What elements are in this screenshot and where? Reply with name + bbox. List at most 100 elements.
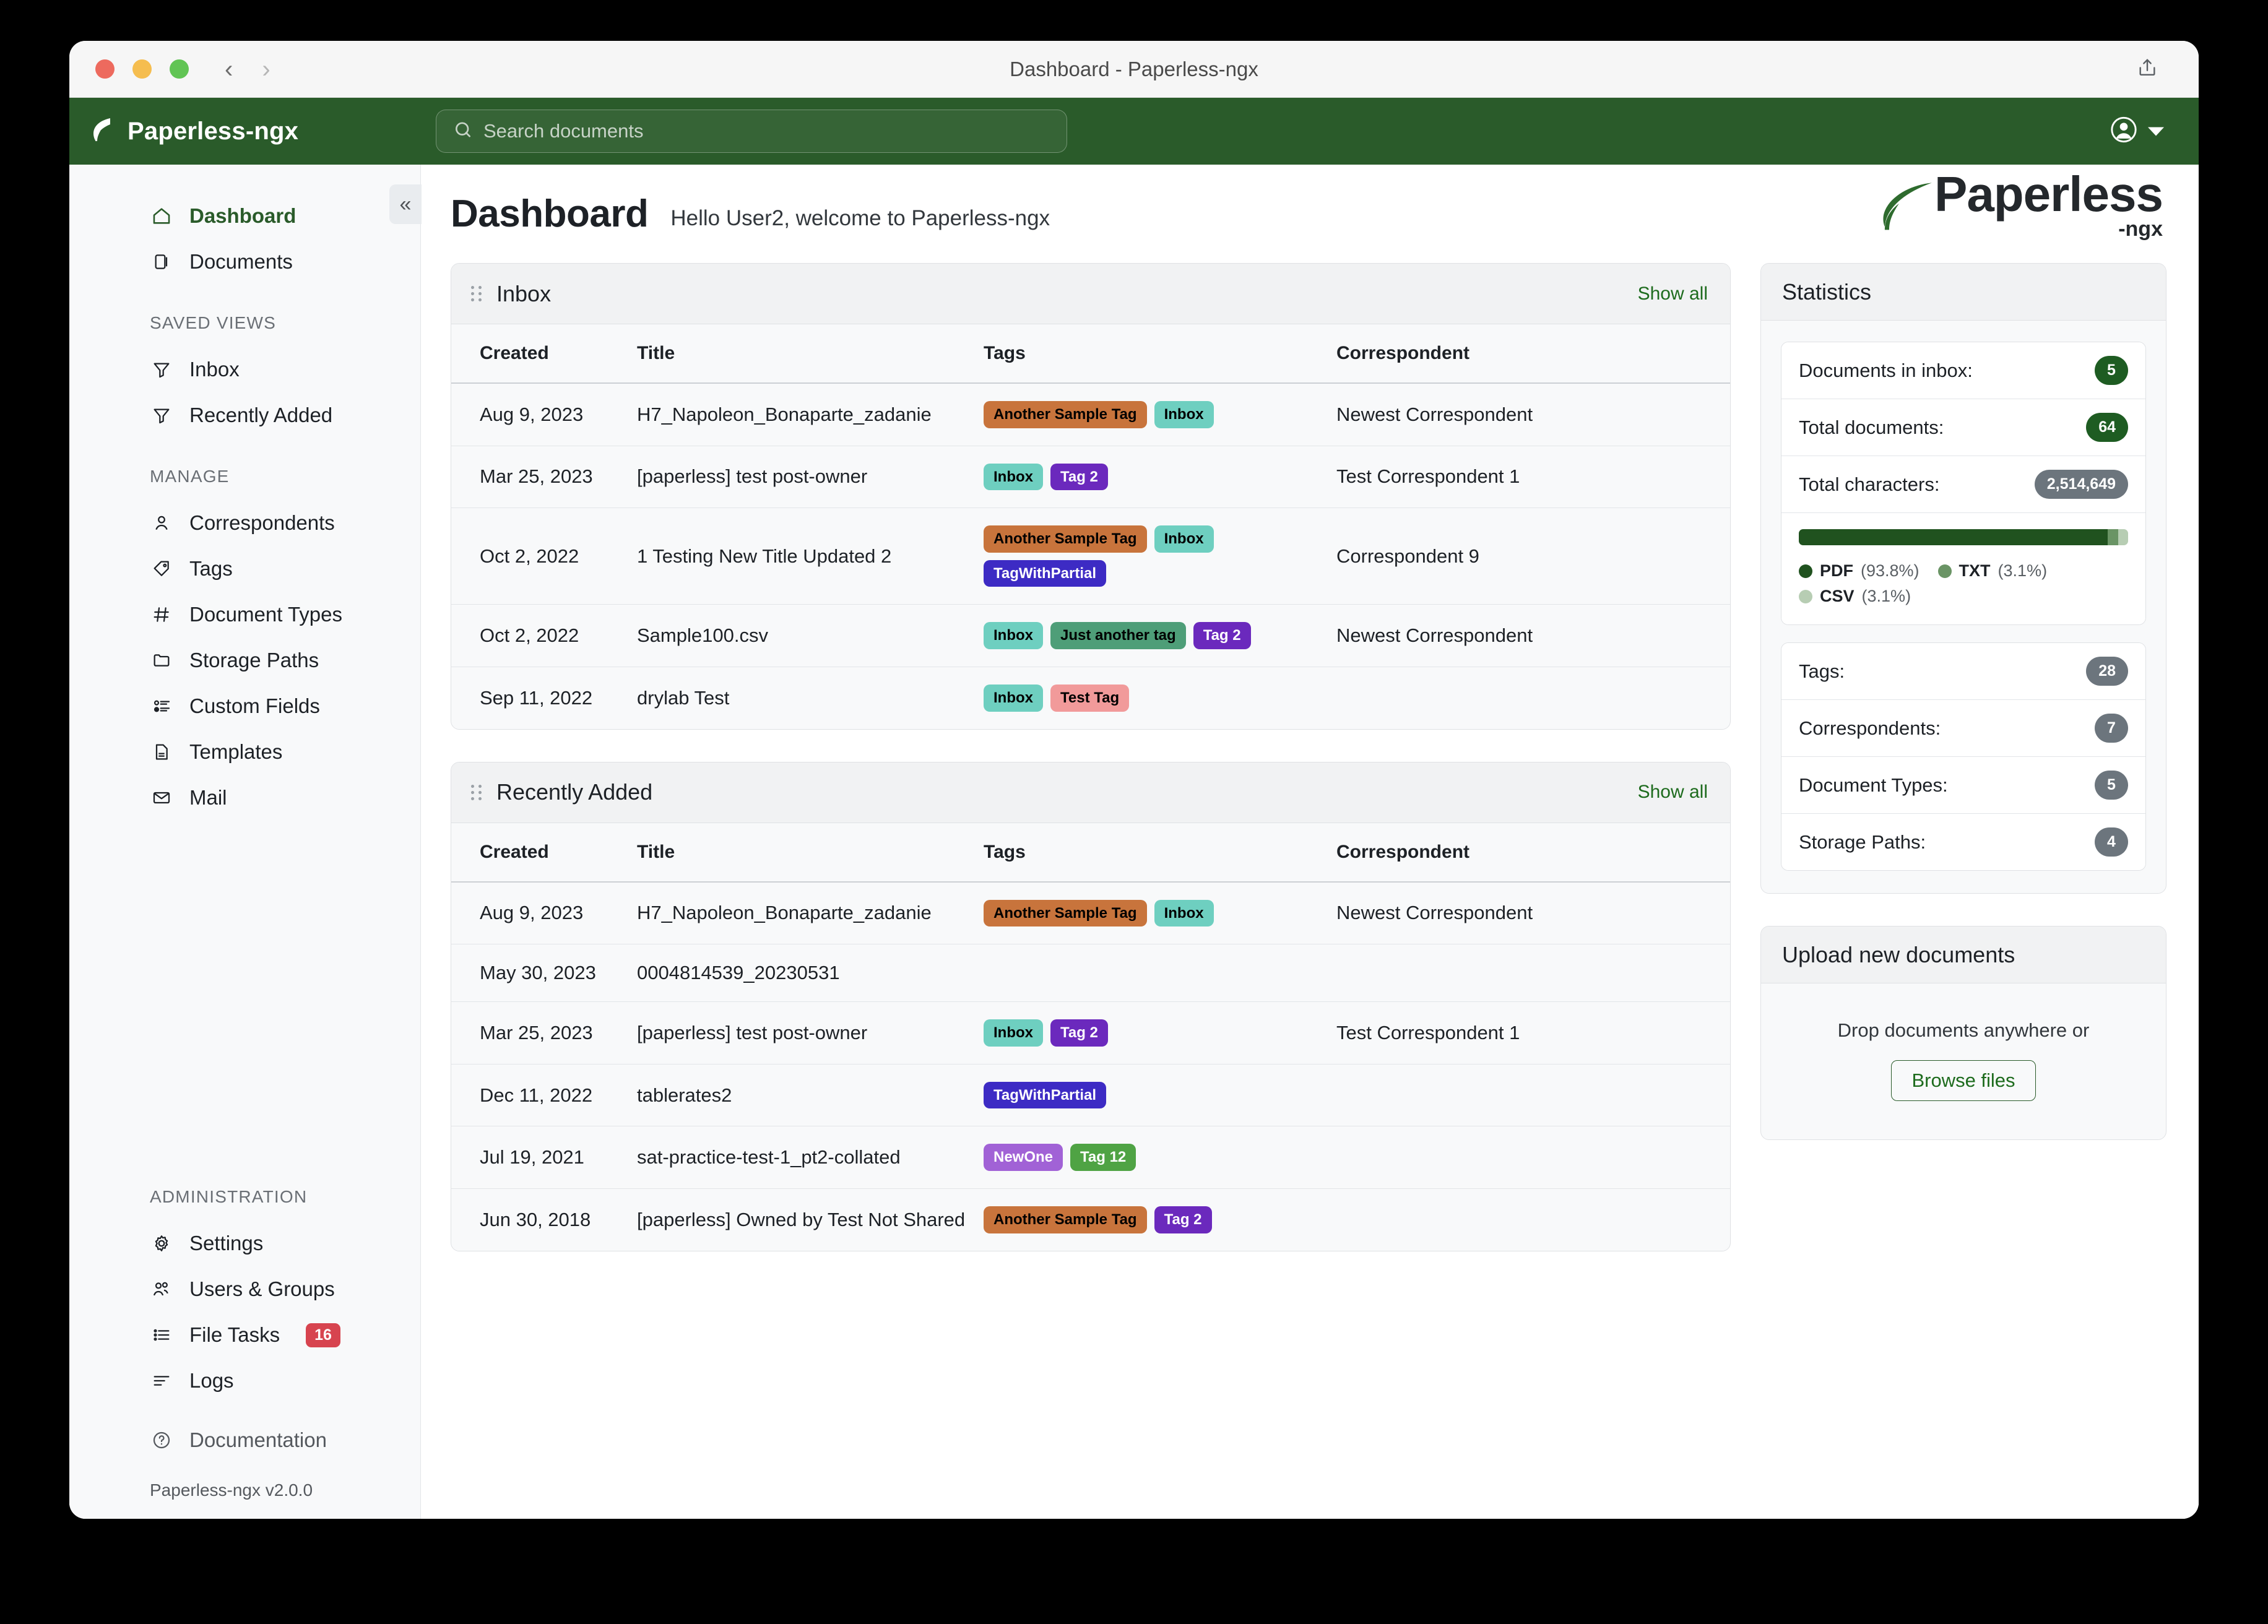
table-row[interactable]: Sep 11, 2022 drylab Test Inbox Test Tag xyxy=(451,667,1730,728)
sliders-icon xyxy=(150,694,173,718)
sidebar-item-correspondents[interactable]: Correspondents xyxy=(69,500,420,546)
tag-chip[interactable]: Tag 2 xyxy=(1154,1206,1212,1233)
stat-row-documents-in-inbox: Documents in inbox: 5 xyxy=(1781,342,2145,399)
statistics-group-documents: Documents in inbox: 5 Total documents: 6… xyxy=(1781,342,2146,625)
cell-title[interactable]: H7_Napoleon_Bonaparte_zadanie xyxy=(637,881,984,945)
cell-title[interactable]: 1 Testing New Title Updated 2 xyxy=(637,508,984,605)
statistics-body: Documents in inbox: 5 Total documents: 6… xyxy=(1761,321,2166,893)
tag-chip[interactable]: Inbox xyxy=(1154,899,1214,927)
legend-item-csv: CSV (3.1%) xyxy=(1799,587,1911,606)
table-row[interactable]: Aug 9, 2023 H7_Napoleon_Bonaparte_zadani… xyxy=(451,383,1730,446)
cell-title[interactable]: 0004814539_20230531 xyxy=(637,944,984,1003)
cell-title[interactable]: tablerates2 xyxy=(637,1064,984,1127)
tag-chip[interactable]: Tag 2 xyxy=(1050,463,1108,491)
table-row[interactable]: Mar 25, 2023 [paperless] test post-owner… xyxy=(451,446,1730,509)
cell-tags: Inbox Tag 2 xyxy=(984,446,1336,509)
minimize-window-button[interactable] xyxy=(132,59,152,79)
table-row[interactable]: Jun 30, 2018 [paperless] Owned by Test N… xyxy=(451,1188,1730,1250)
tag-chip[interactable]: TagWithPartial xyxy=(984,1081,1107,1109)
table-row[interactable]: Jul 19, 2021 sat-practice-test-1_pt2-col… xyxy=(451,1126,1730,1189)
tag-chip[interactable]: Another Sample Tag xyxy=(984,1206,1147,1233)
tag-chip[interactable]: Inbox xyxy=(984,622,1043,649)
sidebar-item-file-tasks[interactable]: File Tasks 16 xyxy=(69,1312,420,1358)
tag-chip[interactable]: Tag 2 xyxy=(1193,622,1251,649)
sidebar-section-manage: MANAGE xyxy=(150,467,230,486)
cell-title[interactable]: drylab Test xyxy=(637,686,730,709)
forward-button[interactable]: › xyxy=(262,55,271,83)
tag-list: Inbox Tag 2 xyxy=(984,463,1318,491)
cell-tags: Another Sample Tag Inbox xyxy=(984,383,1336,446)
sidebar-item-label: Correspondents xyxy=(189,511,335,534)
sidebar-item-templates[interactable]: Templates xyxy=(69,729,420,775)
cell-title[interactable]: sat-practice-test-1_pt2-collated xyxy=(637,1126,984,1189)
tag-chip[interactable]: Another Sample Tag xyxy=(984,401,1147,428)
cell-title[interactable]: [paperless] Owned by Test Not Shared xyxy=(637,1208,966,1230)
tag-chip[interactable]: NewOne xyxy=(984,1144,1063,1171)
tag-list: NewOne Tag 12 xyxy=(984,1144,1318,1171)
table-row[interactable]: Oct 2, 2022 1 Testing New Title Updated … xyxy=(451,508,1730,605)
search-icon xyxy=(453,120,473,143)
account-menu[interactable] xyxy=(2110,116,2164,147)
stat-row-tags: Tags: 28 xyxy=(1781,643,2145,700)
upload-dropzone[interactable]: Drop documents anywhere or Browse files xyxy=(1761,983,2166,1139)
stat-label: Total documents: xyxy=(1799,416,1944,438)
sidebar-item-documents[interactable]: Documents xyxy=(69,239,420,285)
tag-chip[interactable]: Inbox xyxy=(1154,401,1214,428)
sidebar-item-mail[interactable]: Mail xyxy=(69,775,420,821)
sidebar-item-storage-paths[interactable]: Storage Paths xyxy=(69,637,420,683)
sidebar-collapse-button[interactable]: « xyxy=(389,184,422,224)
sidebar-item-documentation[interactable]: Documentation xyxy=(69,1417,420,1463)
cell-title[interactable]: [paperless] test post-owner xyxy=(637,446,984,509)
sidebar-item-custom-fields[interactable]: Custom Fields xyxy=(69,683,420,729)
tag-chip[interactable]: TagWithPartial xyxy=(984,559,1107,587)
tag-chip[interactable]: Tag 2 xyxy=(1050,1019,1108,1047)
sidebar-item-label: Templates xyxy=(189,740,283,763)
search-input[interactable] xyxy=(436,110,1067,153)
tag-chip[interactable]: Inbox xyxy=(984,1019,1043,1047)
maximize-window-button[interactable] xyxy=(170,59,189,79)
statistics-panel: Statistics Documents in inbox: 5 Total d… xyxy=(1760,263,2166,894)
grip-vertical-icon[interactable] xyxy=(471,286,483,301)
sidebar-item-logs[interactable]: Logs xyxy=(69,1358,420,1404)
table-row[interactable]: Dec 11, 2022 tablerates2 TagWithPartial xyxy=(451,1064,1730,1127)
sidebar-item-document-types[interactable]: Document Types xyxy=(69,592,420,637)
stat-value-badge: 64 xyxy=(2086,413,2128,442)
tag-chip[interactable]: Inbox xyxy=(1154,525,1214,553)
widget-header: Recently Added Show all xyxy=(451,762,1730,823)
sidebar-item-users-groups[interactable]: Users & Groups xyxy=(69,1266,420,1312)
sidebar-item-inbox[interactable]: Inbox xyxy=(69,347,420,392)
tag-chip[interactable]: Inbox xyxy=(984,463,1043,491)
sidebar-item-dashboard[interactable]: Dashboard xyxy=(69,193,420,239)
show-all-link[interactable]: Show all xyxy=(1637,283,1708,304)
table-row[interactable]: May 30, 2023 0004814539_20230531 xyxy=(451,944,1730,1003)
sidebar-section-administration: ADMINISTRATION xyxy=(150,1187,308,1206)
cell-title[interactable]: Sample100.csv xyxy=(637,604,984,667)
close-window-button[interactable] xyxy=(95,59,115,79)
grip-vertical-icon[interactable] xyxy=(471,784,483,800)
tag-chip[interactable]: Test Tag xyxy=(1050,684,1130,712)
table-row[interactable]: Oct 2, 2022 Sample100.csv Inbox Just anot… xyxy=(451,604,1730,667)
back-button[interactable]: ‹ xyxy=(225,55,233,83)
tag-chip[interactable]: Just another tag xyxy=(1050,622,1186,649)
share-icon[interactable] xyxy=(2137,57,2158,81)
stat-row-storage-paths: Storage Paths: 4 xyxy=(1781,814,2145,870)
cell-title[interactable]: H7_Napoleon_Bonaparte_zadanie xyxy=(637,383,984,446)
table-row[interactable]: Aug 9, 2023 H7_Napoleon_Bonaparte_zadani… xyxy=(451,881,1730,945)
show-all-link[interactable]: Show all xyxy=(1637,782,1708,803)
legend-color-dot xyxy=(1937,564,1952,578)
table-row[interactable]: Mar 25, 2023 [paperless] test post-owner… xyxy=(451,1001,1730,1065)
tag-chip[interactable]: Another Sample Tag xyxy=(984,899,1147,927)
cell-correspondent xyxy=(1336,667,1730,728)
sidebar-item-label: Logs xyxy=(189,1369,234,1392)
stat-value-badge: 2,514,649 xyxy=(2034,470,2128,499)
app-brand[interactable]: Paperless-ngx xyxy=(89,116,436,147)
sidebar-item-tags[interactable]: Tags xyxy=(69,546,420,592)
cell-title[interactable]: [paperless] test post-owner xyxy=(637,1001,984,1065)
sidebar-item-settings[interactable]: Settings xyxy=(69,1220,420,1266)
tag-chip[interactable]: Another Sample Tag xyxy=(984,525,1147,553)
tag-chip[interactable]: Inbox xyxy=(984,684,1043,712)
tag-chip[interactable]: Tag 12 xyxy=(1070,1144,1136,1171)
sidebar-item-recently-added[interactable]: Recently Added xyxy=(69,392,420,438)
dashboard-grid: Inbox Show all Created Title Tags Corres… xyxy=(451,263,2166,1284)
browse-files-button[interactable]: Browse files xyxy=(1891,1060,2036,1101)
